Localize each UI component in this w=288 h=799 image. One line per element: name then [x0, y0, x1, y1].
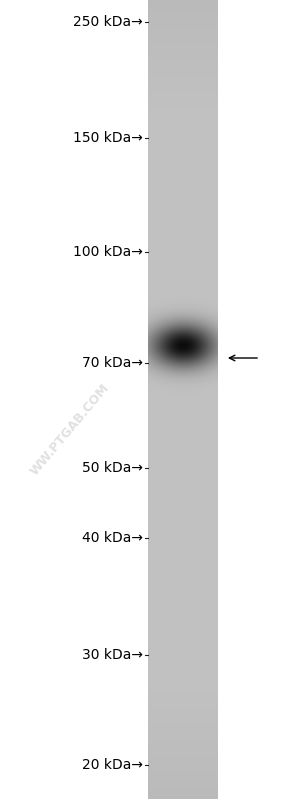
Text: 30 kDa→: 30 kDa→ [82, 648, 143, 662]
Text: WW.PTGAB.COM: WW.PTGAB.COM [28, 382, 112, 479]
Text: 250 kDa→: 250 kDa→ [73, 15, 143, 29]
Text: 20 kDa→: 20 kDa→ [82, 758, 143, 772]
Text: 50 kDa→: 50 kDa→ [82, 461, 143, 475]
Text: 100 kDa→: 100 kDa→ [73, 245, 143, 259]
Text: 70 kDa→: 70 kDa→ [82, 356, 143, 370]
Text: 150 kDa→: 150 kDa→ [73, 131, 143, 145]
Text: 40 kDa→: 40 kDa→ [82, 531, 143, 545]
